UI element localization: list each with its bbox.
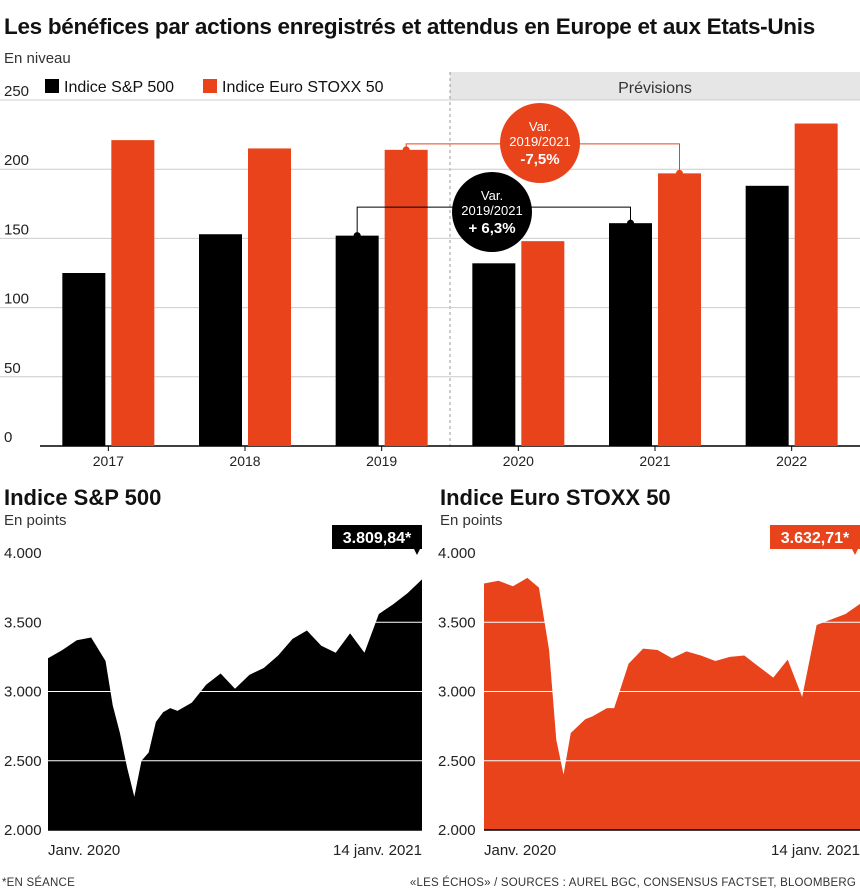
x-tick-label: 2020 — [503, 453, 534, 469]
y-tick-label: 3.500 — [438, 614, 476, 631]
y-tick-label: 4.000 — [438, 545, 476, 562]
sp500-last-value-badge — [332, 525, 422, 549]
x-tick-label: 2019 — [366, 453, 397, 469]
variation-badge-line2: 2019/2021 — [461, 203, 522, 218]
bar-eurostoxx — [794, 123, 838, 446]
eurostoxx-area-chart: 2.000 2.500 3.000 3.500 4.000 Janv. 2020 14 ja… — [438, 525, 860, 859]
bar-eurostoxx — [658, 173, 701, 446]
x-tick-label: 2021 — [639, 453, 670, 469]
y-tick-label: 100 — [4, 291, 29, 308]
sp500-area-chart: 2.000 2.500 3.000 3.500 4.000 Janv. 2020 14 ja… — [4, 525, 422, 859]
bar-chart-annotations: Var.2019/2021+ 6,3%Var.2019/2021-7,5% — [353, 103, 683, 252]
legend-swatch-eurostoxx — [203, 79, 217, 93]
footnote-right: «LES ÉCHOS» / SOURCES : AUREL BGC, CONSE… — [409, 877, 856, 889]
variation-marker — [353, 232, 361, 240]
bar-eurostoxx — [384, 149, 428, 446]
variation-badge-value: + 6,3% — [468, 220, 515, 237]
sp500-last-value-badge-pointer — [414, 549, 420, 555]
variation-badge-line1: Var. — [529, 119, 551, 134]
y-tick-label: 3.500 — [4, 614, 42, 631]
y-tick-label: 2.000 — [438, 822, 476, 839]
eurostoxx-unit: En points — [440, 512, 503, 529]
bar-eurostoxx — [248, 148, 291, 446]
y-tick-label: 3.000 — [438, 684, 476, 701]
x-tick-label: 2018 — [229, 453, 260, 469]
y-tick-label: 250 — [4, 83, 29, 100]
y-tick-label: 50 — [4, 360, 21, 377]
bar-eurostoxx — [111, 140, 155, 447]
chart-title: Les bénéfices par actions enregistrés et… — [4, 14, 815, 39]
bar-sp500 — [62, 273, 106, 446]
index-area — [484, 577, 860, 830]
chart-unit: En niveau — [4, 50, 71, 67]
x-start-label: Janv. 2020 — [48, 842, 120, 859]
variation-marker — [676, 169, 683, 177]
x-end-label: 14 janv. 2021 — [771, 842, 860, 859]
forecast-label: Prévisions — [618, 80, 692, 97]
y-tick-label: 3.000 — [4, 684, 42, 701]
bar-chart-bars — [62, 123, 838, 447]
legend: Indice S&P 500 Indice Euro STOXX 50 — [45, 79, 384, 96]
eurostoxx-last-value-badge-text: 3.632,71* — [781, 530, 850, 547]
x-tick-label: 2017 — [93, 453, 124, 469]
bar-sp500 — [745, 185, 789, 447]
y-tick-label: 150 — [4, 221, 29, 238]
bar-sp500 — [199, 234, 242, 446]
sp500-title: Indice S&P 500 — [4, 485, 162, 510]
bar-chart-grid: 0 50 100 150 200 250 — [0, 83, 860, 447]
bar-sp500 — [335, 235, 379, 446]
variation-badge — [500, 103, 580, 183]
bar-eurostoxx — [521, 241, 565, 446]
legend-swatch-sp500 — [45, 79, 59, 93]
y-tick-label: 2.500 — [438, 753, 476, 770]
index-area — [48, 579, 422, 830]
footnote-left: *EN SÉANCE — [2, 877, 75, 889]
eurostoxx-title: Indice Euro STOXX 50 — [440, 485, 671, 510]
y-tick-label: 200 — [4, 152, 29, 169]
forecast-band — [450, 72, 860, 100]
variation-marker — [627, 219, 634, 227]
variation-badge-value: -7,5% — [520, 151, 559, 168]
legend-label-eurostoxx: Indice Euro STOXX 50 — [222, 79, 384, 96]
variation-badge-line2: 2019/2021 — [509, 134, 570, 149]
x-end-label: 14 janv. 2021 — [333, 842, 422, 859]
y-tick-label: 2.500 — [4, 753, 42, 770]
variation-badge — [452, 172, 532, 252]
variation-badge-line1: Var. — [481, 188, 503, 203]
variation-marker — [402, 146, 410, 154]
eurostoxx-last-value-badge — [770, 525, 860, 549]
bar-sp500 — [609, 223, 652, 446]
x-tick-label: 2022 — [776, 453, 807, 469]
x-start-label: Janv. 2020 — [484, 842, 556, 859]
bar-chart-x-labels: 2017 2018 2019 2020 2021 2022 — [93, 446, 807, 469]
sp500-last-value-badge-text: 3.809,84* — [343, 530, 412, 547]
eurostoxx-last-value-badge-pointer — [852, 549, 858, 555]
y-tick-label: 0 — [4, 429, 12, 446]
y-tick-label: 2.000 — [4, 822, 42, 839]
y-tick-label: 4.000 — [4, 545, 42, 562]
legend-label-sp500: Indice S&P 500 — [64, 79, 174, 96]
bar-sp500 — [472, 263, 516, 446]
sp500-unit: En points — [4, 512, 67, 529]
